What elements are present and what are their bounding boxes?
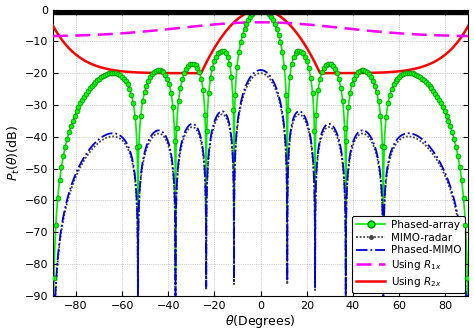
X-axis label: $\theta$(Degrees): $\theta$(Degrees): [225, 313, 296, 330]
Y-axis label: $P_t(\theta)$(dB): $P_t(\theta)$(dB): [6, 125, 22, 181]
Legend: Phased-array, MIMO-radar, Phased-MIMO, Using $R_{1x}$, Using $R_{2x}$: Phased-array, MIMO-radar, Phased-MIMO, U…: [352, 216, 465, 293]
Bar: [53, 9, 468, 14]
